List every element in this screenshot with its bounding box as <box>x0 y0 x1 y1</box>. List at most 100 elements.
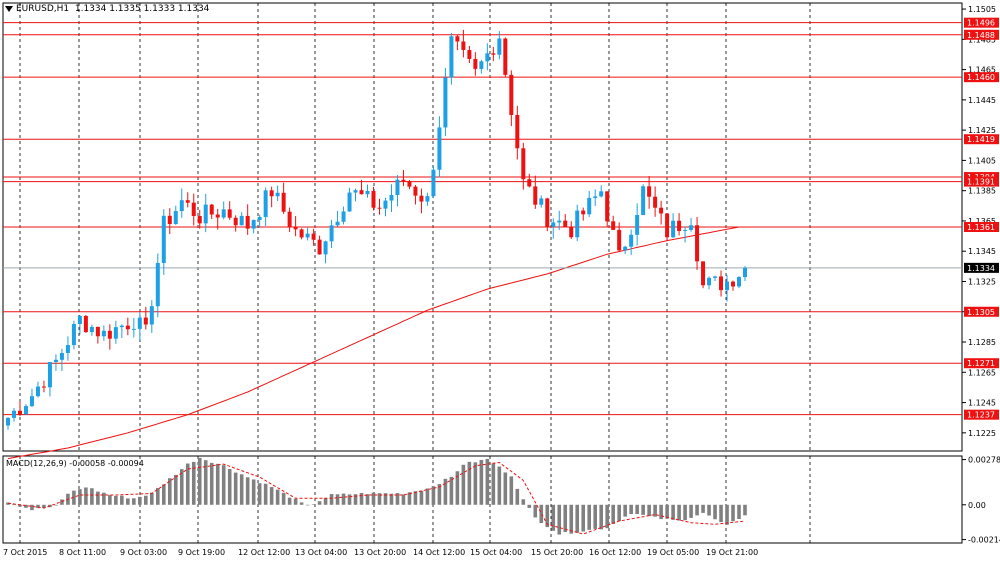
candle <box>41 380 46 393</box>
candle-body <box>53 359 58 362</box>
macd-bar <box>545 504 550 528</box>
candle-body <box>545 198 550 227</box>
price-tick-label: 1.1385 <box>968 187 996 196</box>
candle <box>701 261 706 289</box>
candle <box>95 326 100 344</box>
candle-body <box>503 38 508 75</box>
macd-bar <box>257 483 262 505</box>
candle-body <box>479 61 484 69</box>
candle <box>683 226 688 243</box>
candle-body <box>413 186 418 196</box>
candle-body <box>443 77 448 128</box>
macd-bar <box>521 499 526 505</box>
x-axis-label: 13 Oct 20:00 <box>354 548 406 557</box>
macd-bar <box>317 501 322 505</box>
candle <box>197 209 202 229</box>
level-label-bg <box>964 29 999 40</box>
macd-bar <box>653 504 657 517</box>
candle-body <box>473 58 478 69</box>
macd-bar <box>108 495 112 505</box>
candle-body <box>527 179 532 187</box>
candle <box>185 192 190 208</box>
candle <box>113 320 118 344</box>
ohlc-label: 1.1334 1.1335 1.1333 1.1334 <box>74 4 210 14</box>
candle-body <box>455 36 460 42</box>
macd-bar <box>114 495 118 505</box>
candle-body <box>161 215 166 263</box>
candle-body <box>491 53 496 55</box>
candle-body <box>185 200 190 203</box>
macd-bar <box>689 504 693 518</box>
candle <box>533 175 538 209</box>
macd-bar <box>299 502 304 505</box>
candle <box>383 197 388 217</box>
candle-body <box>221 209 226 218</box>
candle-body <box>101 330 106 337</box>
macd-bar <box>401 494 406 505</box>
macd-bar <box>215 463 220 505</box>
price-tick-label: 1.1425 <box>968 126 996 135</box>
candle <box>311 228 316 246</box>
macd-bar <box>587 504 592 530</box>
macd-panel-frame <box>2 455 963 544</box>
macd-bar <box>569 504 574 534</box>
candle <box>395 175 400 207</box>
level-label: 1.1496 <box>967 19 995 28</box>
candle <box>449 32 454 85</box>
candle-body <box>131 328 136 330</box>
candle <box>281 182 286 214</box>
candle-body <box>89 326 94 333</box>
x-axis-label: 12 Oct 12:00 <box>238 548 290 557</box>
candle <box>413 185 418 205</box>
candle-body <box>641 186 646 216</box>
candle <box>239 212 244 226</box>
candle-body <box>125 325 130 330</box>
candle-body <box>65 345 70 353</box>
macd-bar <box>503 472 508 505</box>
macd-tick-label: 0.00278 <box>968 456 1000 465</box>
x-axis-label: 9 Oct 03:00 <box>120 548 167 557</box>
macd-bar <box>323 498 328 505</box>
macd-bar <box>593 504 598 529</box>
macd-bar <box>509 476 514 505</box>
level-label: 1.1271 <box>967 359 995 368</box>
candle <box>617 222 622 252</box>
x-axis-label: 8 Oct 11:00 <box>59 548 106 557</box>
candle <box>587 191 592 217</box>
level-label-bg <box>964 134 999 145</box>
macd-bar <box>425 488 430 505</box>
macd-bar <box>179 469 184 505</box>
macd-tick-label: -0.00214 <box>968 536 1000 545</box>
price-tick-label: 1.1225 <box>968 429 996 438</box>
candle <box>371 186 376 211</box>
macd-bar <box>269 487 274 505</box>
candle <box>77 315 82 335</box>
candle <box>6 417 10 430</box>
candle <box>557 210 562 230</box>
candle-body <box>29 396 34 407</box>
candle <box>227 201 232 220</box>
candle-body <box>581 210 586 215</box>
candle-body <box>401 179 406 182</box>
chart-header: EURUSD,H1 1.1334 1.1335 1.1333 1.1334 <box>5 4 209 14</box>
macd-bar <box>485 458 490 505</box>
macd-bar <box>305 504 310 506</box>
candle <box>17 401 22 417</box>
macd-bar <box>383 493 388 505</box>
macd-signal-line <box>7 461 746 535</box>
level-label-bg <box>964 409 999 420</box>
chevron-down-icon[interactable] <box>5 5 13 12</box>
macd-bar <box>120 495 124 505</box>
candle <box>665 213 670 242</box>
macd-bar <box>377 493 382 505</box>
macd-bar <box>102 492 106 505</box>
macd-bar <box>737 504 741 519</box>
macd-bar <box>419 490 424 505</box>
candle <box>467 45 472 63</box>
candle <box>11 407 16 422</box>
candle-body <box>653 196 658 208</box>
candle-body <box>389 194 394 201</box>
candle <box>743 266 747 282</box>
